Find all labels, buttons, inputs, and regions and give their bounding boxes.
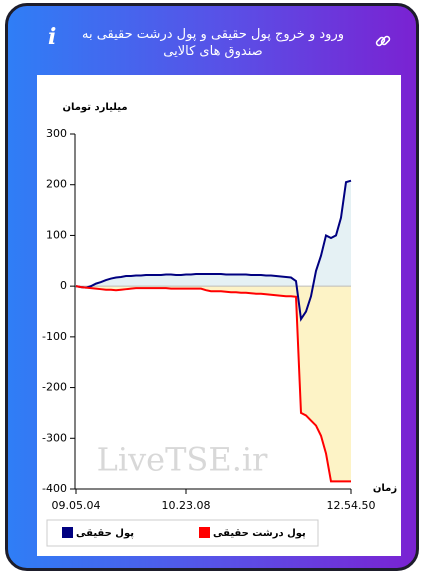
x-tick-label: 12.54.50: [327, 499, 376, 512]
y-tick-label: 100: [46, 228, 67, 241]
legend-swatch: [62, 527, 73, 538]
y-tick-label: 200: [46, 178, 67, 191]
series-line: [75, 285, 351, 483]
x-tick-label: 10.23.08: [162, 499, 211, 512]
card-title: ورود و خروج پول حقیقی و پول درشت حقیقی ب…: [81, 27, 344, 59]
legend-box: [46, 519, 319, 547]
legend-label: پول درشت حقیقی: [213, 528, 306, 539]
legend-swatch: [199, 527, 210, 538]
y-tick-label: 300: [46, 127, 67, 140]
area: [76, 286, 351, 482]
y-axis-label: میلیارد تومان: [62, 102, 127, 113]
watermark: LiveTSE.ir: [97, 441, 269, 479]
y-tick-label: -100: [42, 330, 67, 343]
series-line: [75, 179, 352, 322]
area: [76, 180, 351, 320]
x-tick-label: 09.05.04: [52, 499, 101, 512]
y-tick-label: 0: [60, 279, 67, 292]
y-tick-label: -400: [42, 482, 67, 495]
y-tick-label: -200: [42, 381, 67, 394]
link-icon[interactable]: [374, 32, 392, 50]
legend-label: پول حقیقی: [76, 528, 134, 539]
x-axis-label: زمان: [373, 483, 397, 494]
y-tick-label: -300: [42, 431, 67, 444]
info-icon[interactable]: i: [48, 24, 57, 50]
